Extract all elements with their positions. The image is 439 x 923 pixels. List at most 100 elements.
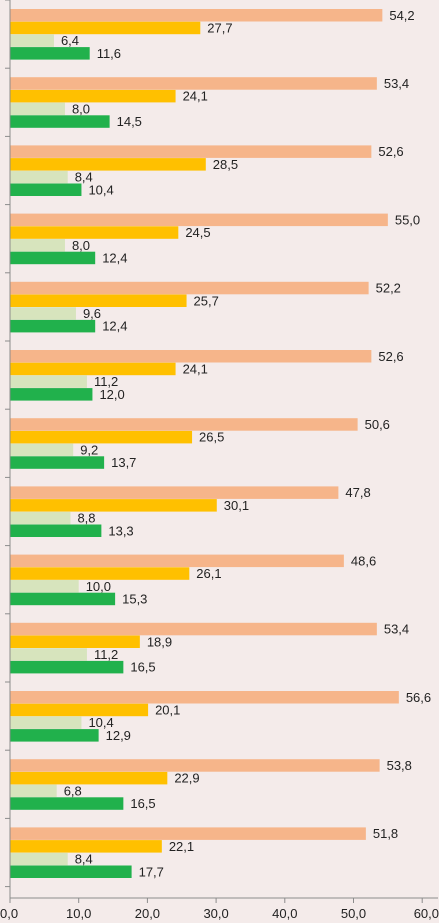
bar-g13-s1 bbox=[10, 827, 366, 840]
data-label-g6-s4: 12,0 bbox=[99, 387, 124, 402]
data-label-g6-s1: 52,6 bbox=[378, 349, 403, 364]
bar-g3-s1 bbox=[10, 145, 372, 158]
data-label-g6-s2: 24,1 bbox=[183, 361, 208, 376]
data-label-g13-s3: 8,4 bbox=[75, 852, 93, 867]
bar-g6-s4 bbox=[10, 388, 93, 401]
data-label-g11-s2: 20,1 bbox=[155, 702, 180, 717]
bars-layer: 54,2 27,7 6,4 11,6 53,4 24,1 8,0 14,5 52,6 28,5 8,… bbox=[10, 8, 431, 879]
bar-g5-s1 bbox=[10, 281, 369, 295]
data-label-g4-s2: 24,5 bbox=[185, 225, 210, 240]
bar-g1-s1 bbox=[10, 9, 383, 22]
bar-g10-s3 bbox=[10, 648, 87, 661]
data-label-g7-s1: 50,6 bbox=[365, 417, 390, 432]
bar-g3-s4 bbox=[10, 183, 82, 196]
data-label-g8-s1: 47,8 bbox=[345, 485, 370, 500]
data-label-g9-s3: 10,0 bbox=[86, 579, 111, 594]
bar-g8-s2 bbox=[10, 499, 217, 512]
data-label-g8-s3: 8,8 bbox=[77, 511, 95, 526]
data-label-g13-s1: 51,8 bbox=[373, 826, 398, 841]
bar-g8-s1 bbox=[10, 486, 339, 499]
data-label-g10-s3: 11,2 bbox=[94, 647, 118, 662]
data-label-g8-s2: 30,1 bbox=[224, 498, 249, 513]
data-label-g7-s2: 26,5 bbox=[199, 430, 224, 445]
bar-g9-s1 bbox=[10, 554, 344, 568]
data-label-g12-s3: 6,8 bbox=[64, 783, 82, 798]
bar-g12-s1 bbox=[10, 759, 380, 772]
bar-g11-s3 bbox=[10, 716, 82, 729]
x-tick-label: 60,0 bbox=[414, 906, 439, 921]
bar-g7-s3 bbox=[10, 443, 74, 457]
bar-g2-s1 bbox=[10, 77, 377, 90]
bar-g12-s2 bbox=[10, 771, 168, 785]
data-label-g5-s3: 9,6 bbox=[83, 306, 101, 321]
bar-g1-s4 bbox=[10, 47, 90, 60]
data-label-g4-s3: 8,0 bbox=[72, 238, 90, 253]
data-label-g2-s3: 8,0 bbox=[72, 101, 90, 116]
data-label-g10-s1: 53,4 bbox=[384, 622, 409, 637]
bar-g7-s2 bbox=[10, 430, 193, 444]
data-label-g2-s4: 14,5 bbox=[117, 114, 142, 129]
x-tick-label: 20,0 bbox=[135, 906, 160, 921]
x-tick-label: 50,0 bbox=[341, 906, 366, 921]
x-tick-label: 30,0 bbox=[203, 906, 228, 921]
bar-g13-s2 bbox=[10, 840, 162, 853]
data-label-g11-s3: 10,4 bbox=[88, 715, 113, 730]
bar-g5-s4 bbox=[10, 319, 96, 333]
bar-g7-s1 bbox=[10, 418, 358, 431]
data-label-g2-s2: 24,1 bbox=[183, 89, 208, 104]
bar-g2-s2 bbox=[10, 89, 176, 103]
bar-g6-s2 bbox=[10, 362, 176, 376]
data-label-g10-s4: 16,5 bbox=[130, 660, 155, 675]
data-label-g6-s3: 11,2 bbox=[94, 374, 118, 389]
bar-g12-s3 bbox=[10, 784, 57, 798]
bar-g11-s4 bbox=[10, 729, 99, 742]
bar-g11-s1 bbox=[10, 691, 399, 704]
data-label-g13-s2: 22,1 bbox=[169, 839, 194, 854]
bar-g3-s3 bbox=[10, 170, 68, 184]
data-label-g7-s3: 9,2 bbox=[80, 442, 98, 457]
data-label-g4-s4: 12,4 bbox=[102, 250, 127, 265]
data-label-g2-s1: 53,4 bbox=[384, 76, 409, 91]
bar-g2-s3 bbox=[10, 102, 65, 116]
data-label-g9-s4: 15,3 bbox=[122, 591, 147, 606]
bar-g8-s4 bbox=[10, 524, 102, 537]
bar-g4-s1 bbox=[10, 213, 388, 227]
bar-g10-s2 bbox=[10, 635, 140, 648]
x-tick-label: 0,0 bbox=[0, 906, 18, 921]
data-label-g10-s2: 18,9 bbox=[147, 634, 172, 649]
data-label-g1-s2: 27,7 bbox=[207, 20, 232, 35]
bar-g10-s1 bbox=[10, 622, 377, 636]
data-label-g3-s3: 8,4 bbox=[75, 170, 93, 185]
bar-g12-s4 bbox=[10, 797, 124, 810]
bar-g2-s4 bbox=[10, 115, 110, 128]
bar-g9-s3 bbox=[10, 580, 79, 593]
x-tick-label: 40,0 bbox=[272, 906, 297, 921]
bar-g9-s2 bbox=[10, 567, 190, 580]
data-label-g1-s1: 54,2 bbox=[389, 8, 414, 23]
data-label-g1-s3: 6,4 bbox=[61, 33, 79, 48]
data-label-g5-s1: 52,2 bbox=[376, 281, 401, 296]
data-label-g4-s1: 55,0 bbox=[395, 212, 420, 227]
data-label-g9-s1: 48,6 bbox=[351, 553, 376, 568]
x-tick-label: 10,0 bbox=[66, 906, 91, 921]
bar-g13-s4 bbox=[10, 865, 132, 878]
data-label-g1-s4: 11,6 bbox=[97, 46, 121, 61]
bar-g7-s4 bbox=[10, 456, 105, 469]
data-label-g7-s4: 13,7 bbox=[111, 455, 136, 470]
data-label-g11-s1: 56,6 bbox=[406, 690, 431, 705]
data-label-g5-s2: 25,7 bbox=[194, 293, 219, 308]
data-label-g5-s4: 12,4 bbox=[102, 319, 127, 334]
bar-g8-s3 bbox=[10, 511, 71, 525]
bar-g4-s3 bbox=[10, 239, 65, 252]
bar-g3-s2 bbox=[10, 158, 206, 171]
data-label-g13-s4: 17,7 bbox=[139, 864, 164, 879]
bar-g5-s3 bbox=[10, 307, 76, 320]
bar-g10-s4 bbox=[10, 660, 124, 674]
data-label-g3-s1: 52,6 bbox=[378, 144, 403, 159]
data-label-g8-s4: 13,3 bbox=[108, 523, 133, 538]
bar-g5-s2 bbox=[10, 294, 187, 307]
data-label-g12-s4: 16,5 bbox=[130, 796, 155, 811]
data-label-g12-s1: 53,8 bbox=[387, 758, 412, 773]
bar-g1-s3 bbox=[10, 34, 54, 47]
